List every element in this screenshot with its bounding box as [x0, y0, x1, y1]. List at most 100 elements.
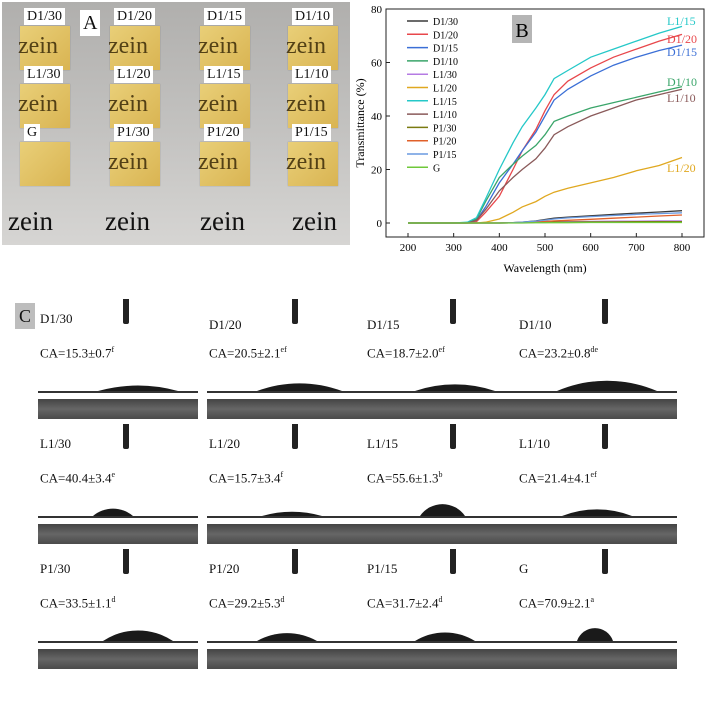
contact-angle-value: CA=31.7±2.4d — [367, 595, 443, 611]
legend-label: D1/15 — [433, 44, 458, 55]
contact-angle-text: CA=33.5±1.1 — [40, 595, 112, 611]
substrate — [517, 524, 677, 544]
substrate — [517, 649, 677, 669]
legend-label: L1/15 — [433, 97, 457, 108]
x-tick-label: 500 — [537, 242, 554, 254]
droplet-profile — [365, 384, 525, 393]
film-text: zein — [18, 91, 58, 117]
contact-angle-cell: D1/15 CA=18.7±2.0ef — [365, 295, 525, 420]
significance-letter: d — [438, 595, 443, 604]
needle — [123, 299, 129, 324]
film-label: L1/15 — [204, 66, 244, 83]
series-line-L1-10 — [408, 88, 683, 224]
legend-label: D1/30 — [433, 17, 458, 28]
transmittance-chart-panel: 200 300 400 500 600 700 800 0 20 40 60 80 Wavelength… — [353, 0, 710, 280]
y-tick-label: 20 — [371, 165, 383, 177]
film-label: P1/15 — [292, 124, 331, 141]
background-text: zein — [8, 206, 53, 236]
series-end-label: D1/15 — [667, 45, 697, 59]
background-text: zein — [200, 206, 245, 236]
needle — [450, 424, 456, 449]
needle — [123, 549, 129, 574]
substrate — [38, 649, 198, 669]
droplet-profile — [38, 385, 198, 393]
needle — [450, 549, 456, 574]
panel-letter-b: B — [515, 20, 528, 42]
film-label: D1/15 — [204, 8, 245, 25]
x-axis-label: Wavelength (nm) — [503, 261, 586, 275]
droplet-profile — [38, 508, 198, 518]
y-axis-label: Transmittance (%) — [355, 78, 367, 167]
film-label: P1/20 — [204, 124, 243, 141]
series-end-label: D1/10 — [667, 75, 697, 89]
contact-angle-cell: L1/20 CA=15.7±3.4f — [207, 420, 367, 545]
needle — [602, 299, 608, 324]
contact-angle-value: CA=21.4±4.1ef — [519, 470, 597, 486]
needle — [602, 549, 608, 574]
droplet — [577, 628, 613, 641]
contact-angle-text: CA=21.4±4.1 — [519, 470, 591, 486]
droplet-profile — [207, 383, 367, 393]
film-text: zein — [198, 33, 238, 59]
droplet — [557, 380, 657, 391]
y-tick-label: 0 — [377, 218, 383, 230]
contact-angle-text: CA=18.7±2.0 — [367, 345, 439, 361]
contact-angle-cell: P1/15 CA=31.7±2.4d — [365, 545, 525, 670]
significance-letter: f — [280, 470, 284, 479]
film-sample: zein — [18, 84, 70, 128]
transmittance-chart: 200 300 400 500 600 700 800 0 20 40 60 80 Wavelength… — [353, 4, 705, 275]
droplet — [257, 383, 342, 391]
contact-angle-text: CA=31.7±2.4 — [367, 595, 439, 611]
contact-angle-cell: D1/10 CA=23.2±0.8de — [517, 295, 677, 420]
contact-angle-text: CA=15.7±3.4 — [209, 470, 281, 486]
substrate — [207, 524, 367, 544]
film-sample: zein — [198, 142, 250, 186]
droplet — [103, 630, 173, 641]
x-tick-label: 200 — [400, 242, 417, 254]
film-sample: zein — [108, 84, 160, 128]
legend-label: P1/20 — [433, 137, 456, 148]
sample-label: D1/30 — [40, 311, 73, 326]
contact-angle-value: CA=29.2±5.3d — [209, 595, 285, 611]
x-tick-label: 800 — [674, 242, 691, 254]
panel-letter-a: A — [80, 10, 101, 36]
significance-letter: ef — [590, 470, 597, 479]
needle — [292, 299, 298, 324]
contact-angle-cell: G CA=70.9±2.1a — [517, 545, 677, 670]
sample-label: D1/10 — [519, 317, 552, 332]
sample-label: G — [519, 561, 529, 576]
x-tick-label: 400 — [491, 242, 508, 254]
series-end-label: L1/20 — [667, 161, 696, 175]
sample-label: D1/20 — [209, 317, 242, 332]
film-text: zein — [286, 91, 326, 117]
film-label: L1/30 — [24, 66, 64, 83]
series-line-D1-20 — [408, 33, 683, 224]
contact-angle-cell: D1/30 CA=15.3±0.7f — [38, 295, 198, 420]
contact-angle-text: CA=70.9±2.1 — [519, 595, 591, 611]
sample-label: L1/15 — [367, 436, 399, 451]
series-line-D1-10 — [408, 85, 683, 224]
contact-angle-text: CA=55.6±1.3 — [367, 470, 439, 486]
film-text: zein — [286, 33, 326, 59]
sample-label: P1/15 — [367, 561, 398, 576]
droplet-profile — [207, 511, 367, 518]
contact-angle-text: CA=15.3±0.7 — [40, 345, 112, 361]
x-tick-label: 300 — [445, 242, 462, 254]
film-label: P1/30 — [114, 124, 153, 141]
droplet-profile — [517, 509, 677, 518]
needle — [123, 424, 129, 449]
legend-label: D1/20 — [433, 30, 458, 41]
y-tick-label: 60 — [371, 58, 383, 70]
sample-label: D1/15 — [367, 317, 400, 332]
film-label: D1/30 — [24, 8, 65, 25]
film-text: zein — [108, 91, 148, 117]
sample-label: P1/20 — [209, 561, 240, 576]
contact-angle-value: CA=18.7±2.0ef — [367, 345, 445, 361]
substrate — [365, 649, 525, 669]
film-sample: zein — [286, 26, 338, 70]
legend-label: P1/30 — [433, 123, 456, 134]
sample-label: P1/30 — [40, 561, 71, 576]
film-label: G — [24, 124, 41, 141]
significance-letter: e — [111, 470, 116, 479]
droplet — [562, 509, 632, 516]
